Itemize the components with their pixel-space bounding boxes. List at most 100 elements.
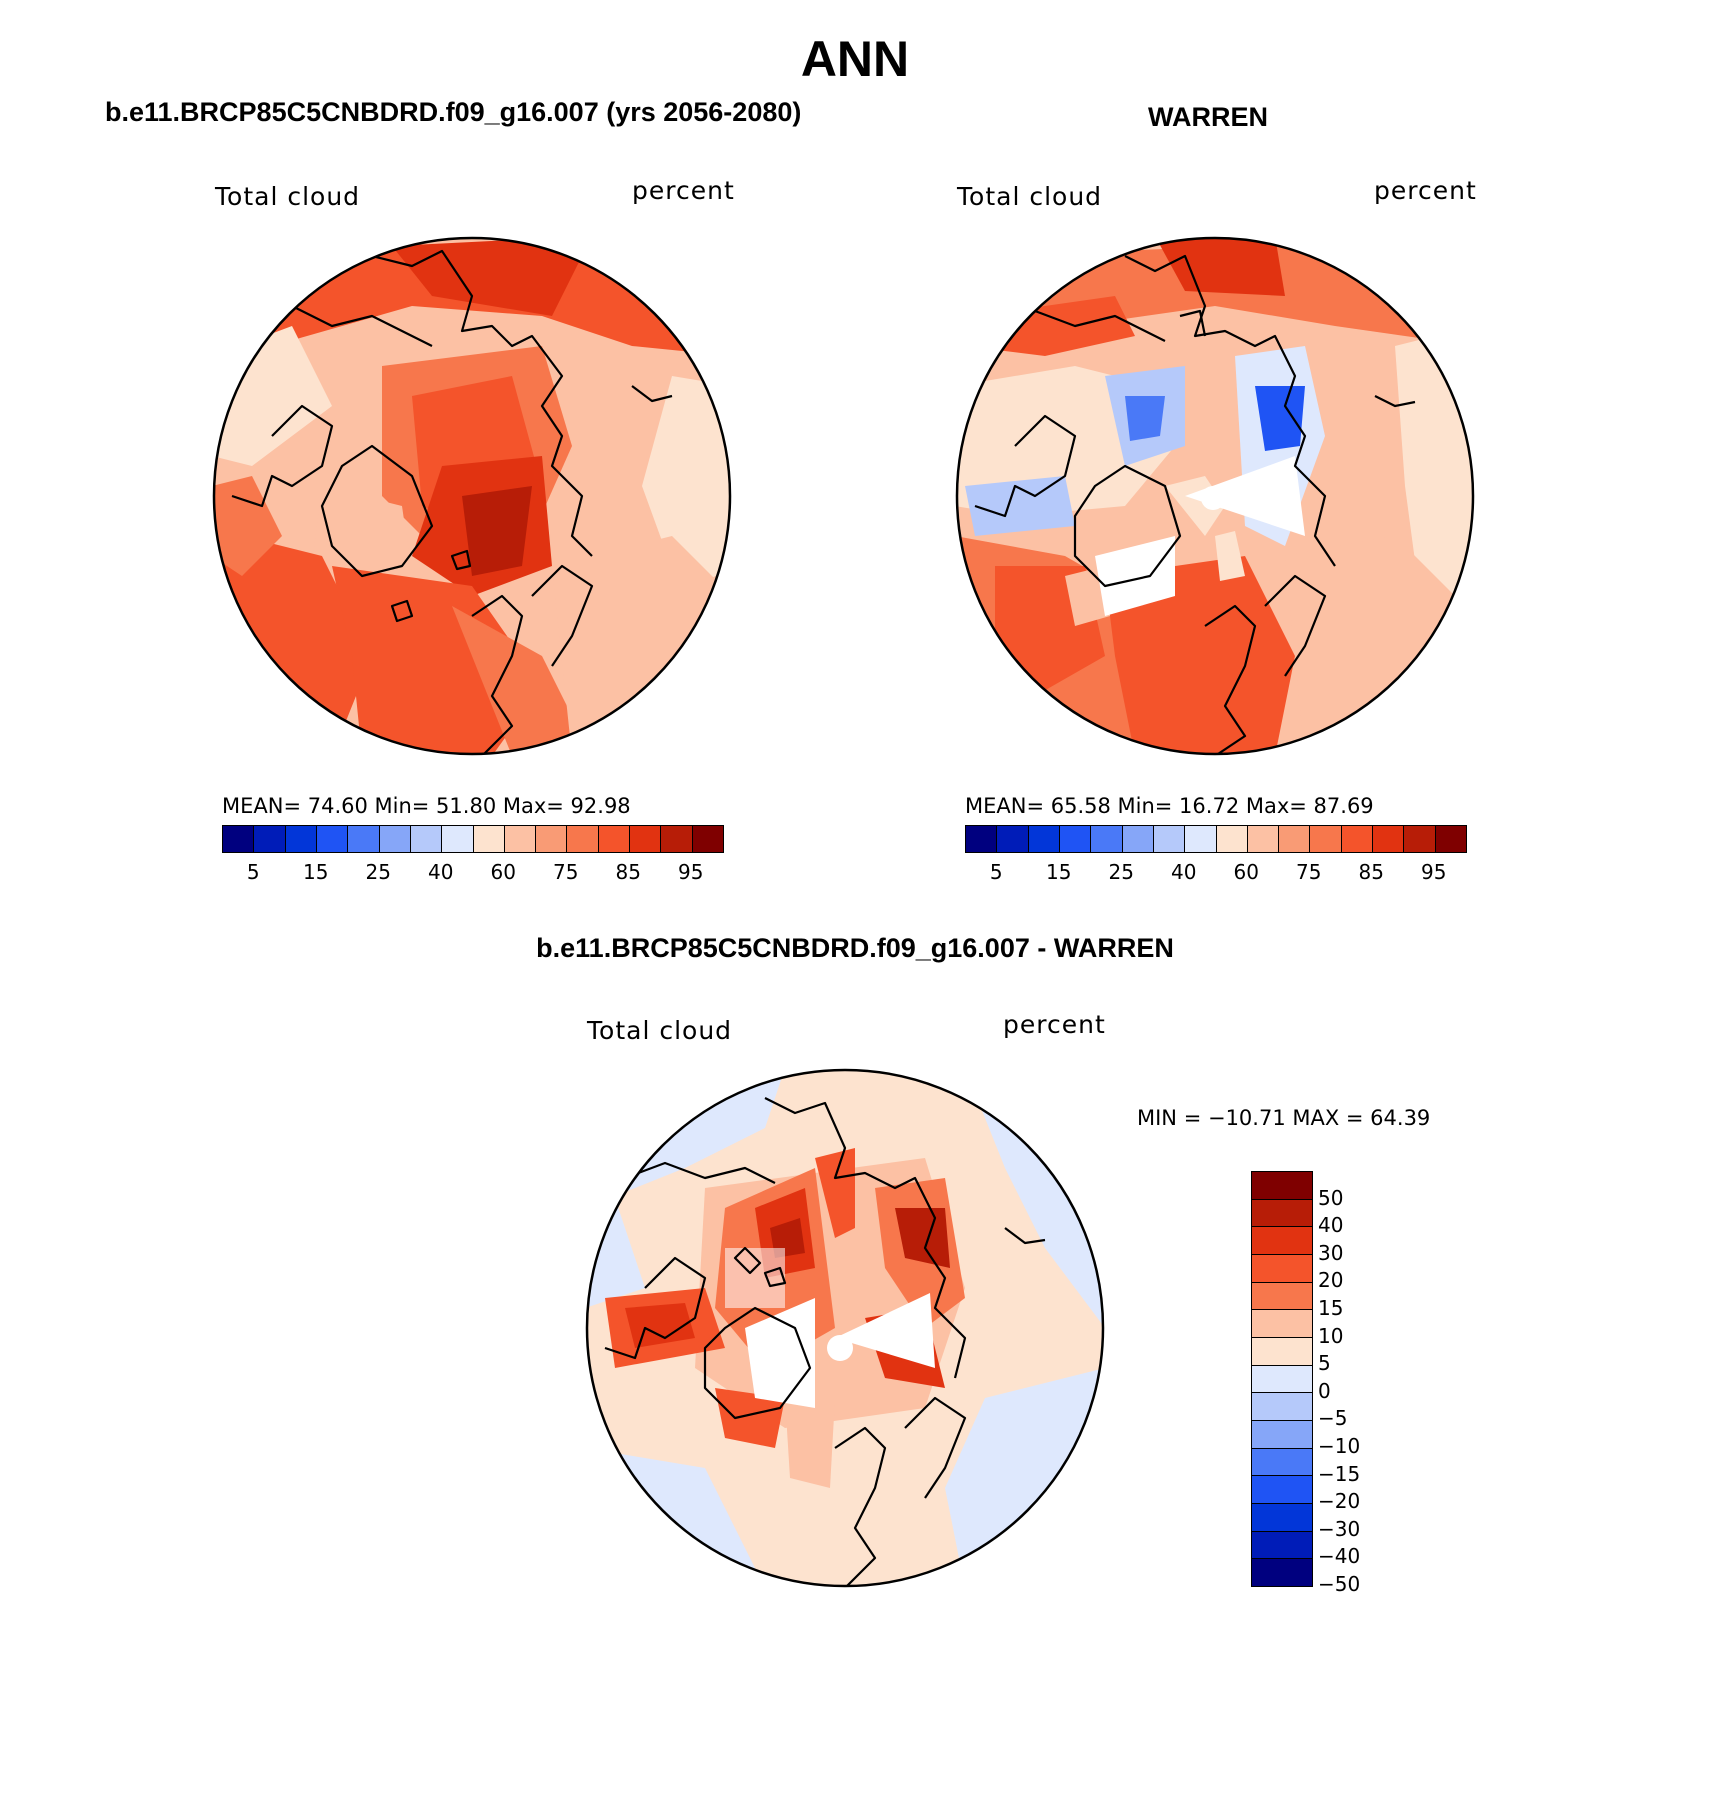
obs-polar-map bbox=[955, 236, 1475, 756]
colorbar-tick-label: 10 bbox=[1318, 1323, 1344, 1348]
colorbar-box bbox=[661, 826, 693, 852]
colorbar-box bbox=[1252, 1393, 1312, 1422]
colorbar-tick-label: 75 bbox=[553, 860, 579, 884]
colorbar-box bbox=[598, 826, 631, 852]
colorbar-box bbox=[1252, 1199, 1312, 1228]
diff-panel-title: b.e11.BRCP85C5CNBDRD.f09_g16.007 - WARRE… bbox=[536, 933, 1174, 963]
diff-stats: MIN = −10.71 MAX = 64.39 bbox=[1137, 1106, 1431, 1130]
colorbar-box bbox=[1341, 826, 1374, 852]
colorbar-tick-label: −10 bbox=[1318, 1434, 1361, 1458]
colorbar-tick-label: 95 bbox=[678, 860, 704, 884]
colorbar-tick-label: 50 bbox=[1318, 1185, 1344, 1210]
obs-variable-label: Total cloud bbox=[957, 182, 1103, 211]
colorbar-box bbox=[1279, 826, 1311, 852]
colorbar-tick-label: 85 bbox=[615, 860, 641, 884]
colorbar-box bbox=[567, 826, 599, 852]
diff-variable-label: Total cloud bbox=[587, 1016, 733, 1045]
colorbar-tick-label: 60 bbox=[1233, 860, 1259, 884]
colorbar-tick-label: 95 bbox=[1421, 860, 1447, 884]
colorbar-box bbox=[1252, 1559, 1312, 1587]
colorbar-tick-label: 60 bbox=[490, 860, 516, 884]
diff-colorbar-ticks: 50 40 30 20 15 10 5 0 −5 −10 −15 −20 −30 −40 −50 bbox=[1318, 1171, 1398, 1596]
colorbar-tick-label: 0 bbox=[1318, 1378, 1331, 1403]
colorbar-tick-label: −40 bbox=[1318, 1544, 1361, 1569]
colorbar-tick-label: −20 bbox=[1318, 1489, 1361, 1514]
colorbar-tick-label: 75 bbox=[1296, 860, 1322, 884]
colorbar-box bbox=[379, 826, 411, 852]
colorbar-box bbox=[1310, 826, 1342, 852]
colorbar-box bbox=[1153, 826, 1186, 852]
colorbar-box bbox=[692, 826, 723, 852]
diff-polar-map bbox=[585, 1068, 1105, 1588]
colorbar-box bbox=[630, 826, 662, 852]
diff-colorbar bbox=[1251, 1171, 1313, 1587]
colorbar-box bbox=[1252, 1448, 1312, 1477]
colorbar-box bbox=[1122, 826, 1154, 852]
colorbar-box bbox=[410, 826, 443, 852]
model-colorbar bbox=[222, 825, 724, 853]
colorbar-box bbox=[1091, 826, 1123, 852]
model-colorbar-ticks: 5 15 25 40 60 75 85 95 bbox=[222, 860, 722, 890]
colorbar-tick-label: −50 bbox=[1318, 1572, 1361, 1596]
colorbar-tick-label: 15 bbox=[1318, 1296, 1344, 1320]
colorbar-box bbox=[1435, 826, 1466, 852]
colorbar-tick-label: 15 bbox=[303, 860, 329, 884]
colorbar-box bbox=[966, 826, 998, 852]
colorbar-box bbox=[1216, 826, 1248, 852]
colorbar-box bbox=[223, 826, 255, 852]
obs-colorbar-ticks: 5 15 25 40 60 75 85 95 bbox=[965, 860, 1465, 890]
model-polar-map bbox=[212, 236, 732, 756]
colorbar-tick-label: 40 bbox=[1318, 1213, 1344, 1238]
colorbar-tick-label: 5 bbox=[1318, 1351, 1331, 1376]
colorbar-box bbox=[1373, 826, 1405, 852]
colorbar-box bbox=[1252, 1504, 1312, 1532]
model-units-label: percent bbox=[632, 176, 735, 205]
colorbar-box bbox=[1059, 826, 1092, 852]
colorbar-tick-label: 5 bbox=[246, 860, 260, 884]
model-stats: MEAN= 74.60 Min= 51.80 Max= 92.98 bbox=[222, 794, 631, 818]
colorbar-tick-label: −5 bbox=[1318, 1406, 1348, 1431]
colorbar-box bbox=[1252, 1282, 1312, 1311]
obs-units-label: percent bbox=[1374, 176, 1477, 205]
colorbar-box bbox=[473, 826, 505, 852]
colorbar-tick-label: 40 bbox=[428, 860, 454, 884]
colorbar-box bbox=[1252, 1227, 1312, 1256]
colorbar-tick-label: 40 bbox=[1171, 860, 1197, 884]
colorbar-box bbox=[1252, 1172, 1312, 1200]
colorbar-box bbox=[1252, 1255, 1312, 1283]
colorbar-box bbox=[1252, 1531, 1312, 1560]
obs-panel-title: WARREN bbox=[1148, 102, 1268, 132]
colorbar-box bbox=[1028, 826, 1060, 852]
colorbar-box bbox=[1404, 826, 1436, 852]
model-panel-title: b.e11.BRCP85C5CNBDRD.f09_g16.007 (yrs 20… bbox=[105, 97, 802, 127]
colorbar-tick-label: 25 bbox=[365, 860, 391, 884]
colorbar-tick-label: 20 bbox=[1318, 1268, 1344, 1293]
colorbar-box bbox=[1247, 826, 1280, 852]
colorbar-box bbox=[536, 826, 568, 852]
colorbar-box bbox=[504, 826, 537, 852]
colorbar-box bbox=[1185, 826, 1217, 852]
colorbar-box bbox=[442, 826, 474, 852]
colorbar-tick-label: −15 bbox=[1318, 1461, 1361, 1486]
obs-colorbar bbox=[965, 825, 1467, 853]
colorbar-box bbox=[348, 826, 380, 852]
colorbar-box bbox=[316, 826, 349, 852]
colorbar-box bbox=[997, 826, 1029, 852]
colorbar-box bbox=[1252, 1338, 1312, 1366]
colorbar-box bbox=[285, 826, 317, 852]
colorbar-tick-label: −30 bbox=[1318, 1516, 1361, 1541]
diff-units-label: percent bbox=[1003, 1010, 1106, 1039]
main-title: ANN bbox=[800, 31, 910, 87]
model-variable-label: Total cloud bbox=[215, 182, 361, 211]
colorbar-box bbox=[254, 826, 286, 852]
obs-stats: MEAN= 65.58 Min= 16.72 Max= 87.69 bbox=[965, 794, 1374, 818]
colorbar-tick-label: 25 bbox=[1108, 860, 1134, 884]
colorbar-box bbox=[1252, 1421, 1312, 1449]
colorbar-box bbox=[1252, 1310, 1312, 1339]
colorbar-tick-label: 30 bbox=[1318, 1240, 1344, 1265]
colorbar-tick-label: 85 bbox=[1358, 860, 1384, 884]
colorbar-tick-label: 15 bbox=[1046, 860, 1072, 884]
colorbar-box bbox=[1252, 1365, 1312, 1394]
colorbar-tick-label: 5 bbox=[989, 860, 1003, 884]
colorbar-box bbox=[1252, 1476, 1312, 1505]
